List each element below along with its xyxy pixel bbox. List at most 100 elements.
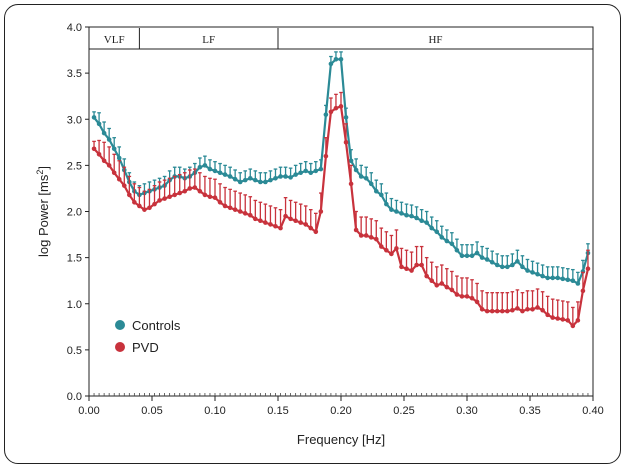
series-line-pvd xyxy=(93,105,590,327)
data-point xyxy=(283,174,288,179)
data-point xyxy=(399,211,404,216)
data-point xyxy=(363,175,369,181)
data-point xyxy=(318,209,324,214)
x-tick-label: 0.10 xyxy=(204,405,225,417)
frequency-bands: VLF LF HF xyxy=(89,28,593,50)
data-point xyxy=(263,179,268,185)
data-point xyxy=(96,121,102,127)
data-point xyxy=(525,268,530,273)
data-point xyxy=(152,201,157,207)
legend-label-pvd: PVD xyxy=(132,340,159,355)
plot-area xyxy=(88,26,594,397)
data-point xyxy=(237,179,243,185)
data-point xyxy=(101,130,107,136)
power-spectrum-chart: VLF LF HF 0.00.51.01.52.02.53.03.54.00.00 0… xyxy=(35,22,604,447)
data-point xyxy=(192,185,198,190)
data-point xyxy=(580,288,586,294)
data-point xyxy=(288,175,293,180)
data-point xyxy=(308,225,314,231)
data-point xyxy=(333,56,339,62)
data-point xyxy=(535,271,540,277)
data-point xyxy=(222,172,228,177)
data-point xyxy=(212,168,218,174)
data-point xyxy=(172,192,177,198)
data-point xyxy=(540,273,545,279)
data-point xyxy=(333,105,339,111)
data-point xyxy=(570,323,576,329)
data-point xyxy=(394,209,399,214)
data-point xyxy=(132,199,137,205)
data-point xyxy=(137,203,142,209)
data-point xyxy=(116,155,122,161)
x-tick-label: 0.40 xyxy=(582,405,603,417)
data-point xyxy=(429,225,435,231)
data-point xyxy=(560,317,566,322)
x-tick-label: 0.00 xyxy=(78,405,99,417)
data-point xyxy=(106,137,112,142)
data-point xyxy=(575,318,581,323)
data-point xyxy=(111,146,117,152)
series-controls xyxy=(91,51,591,286)
data-point xyxy=(353,167,359,173)
data-point xyxy=(499,308,505,314)
data-point xyxy=(318,166,324,172)
data-point xyxy=(449,241,455,247)
data-point xyxy=(585,266,591,271)
data-point xyxy=(323,112,329,117)
data-point xyxy=(404,212,409,218)
data-point xyxy=(182,188,188,194)
data-point xyxy=(565,318,571,323)
band-label-hf: HF xyxy=(428,34,442,46)
x-tick-label: 0.05 xyxy=(141,405,162,417)
band-label-lf: LF xyxy=(202,34,215,46)
data-point xyxy=(494,262,500,268)
data-point xyxy=(510,262,515,268)
x-axis-label: Frequency [Hz] xyxy=(297,432,385,447)
data-point xyxy=(303,222,309,227)
data-point xyxy=(429,278,435,283)
data-point xyxy=(394,246,399,251)
data-point xyxy=(414,262,419,268)
data-point xyxy=(197,188,203,194)
data-point xyxy=(217,199,223,205)
data-point xyxy=(368,235,374,240)
data-point xyxy=(177,190,183,196)
data-point xyxy=(505,264,510,270)
data-point xyxy=(444,238,450,244)
data-point xyxy=(197,164,203,170)
data-point xyxy=(308,170,314,176)
data-point xyxy=(479,255,485,260)
data-point xyxy=(268,222,273,227)
data-point xyxy=(384,247,389,253)
data-point xyxy=(106,163,112,168)
data-point xyxy=(222,203,228,209)
axes: 0.0 0.5 1.0 1.5 2.0 2.5 3.0 3.5 4.0 0.00 0.05 0.10 0… xyxy=(35,22,604,447)
data-point xyxy=(575,281,581,286)
data-point xyxy=(540,307,545,313)
data-point xyxy=(242,211,248,216)
data-point xyxy=(162,196,167,201)
data-point xyxy=(348,181,354,187)
data-point xyxy=(409,268,414,273)
data-point xyxy=(454,247,460,253)
data-point xyxy=(424,220,429,225)
legend-marker-pvd xyxy=(115,342,125,352)
data-point xyxy=(253,216,258,222)
data-point xyxy=(474,250,480,256)
data-point xyxy=(343,140,349,145)
data-point xyxy=(268,177,273,183)
data-point xyxy=(368,181,374,187)
data-point xyxy=(258,218,263,224)
figure-frame xyxy=(4,4,621,464)
data-point xyxy=(419,262,424,268)
data-point xyxy=(550,275,555,281)
data-point xyxy=(217,170,223,176)
data-point xyxy=(263,220,268,225)
data-point xyxy=(379,192,384,198)
data-point xyxy=(167,194,172,200)
data-point xyxy=(121,183,127,188)
data-point xyxy=(247,212,253,218)
data-point xyxy=(127,192,132,198)
data-point xyxy=(202,192,208,198)
data-point xyxy=(283,213,288,219)
